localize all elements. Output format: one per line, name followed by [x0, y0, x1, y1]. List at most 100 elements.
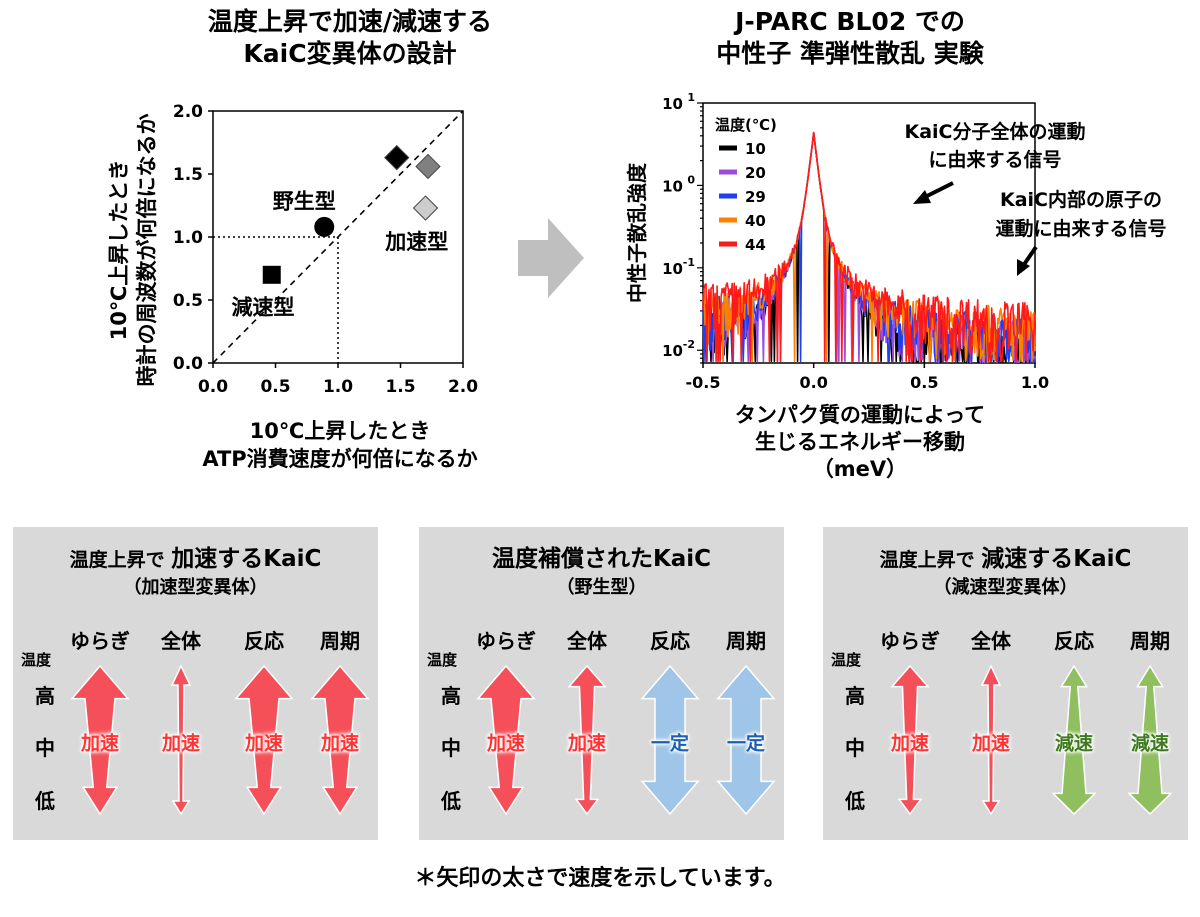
panel-title-pre: 温度上昇で — [69, 549, 172, 571]
y-tick-label: 10 — [662, 260, 683, 278]
panel-title-main: 温度補償されたKaiC — [491, 546, 712, 572]
column-header: ゆらぎ — [880, 629, 940, 653]
arrow-label: 一定 — [726, 732, 766, 755]
scatter-annotation: 加速型 — [384, 230, 448, 254]
spectrum-xlabel-line2: 生じるエネルギー移動 — [755, 430, 965, 454]
x-tick-label: 1.0 — [323, 377, 353, 397]
y-tick-label: 10 — [662, 342, 683, 360]
arrow-shape — [476, 665, 536, 815]
annotation-internal-motion: KaiC内部の原子の — [1000, 188, 1162, 211]
left-title-line2: KaiC変異体の設計 — [243, 39, 457, 68]
x-tick-label: 0.0 — [198, 377, 228, 397]
panel-title: 温度上昇で 減速するKaiC — [823, 539, 1188, 573]
temperature-label-high: 高 — [441, 684, 461, 708]
temperature-label-low: 低 — [845, 789, 865, 813]
y-tick-exponent: -2 — [683, 338, 695, 351]
arrow-label: 加速 — [567, 732, 607, 755]
scatter-point-circle — [314, 216, 335, 237]
temperature-label-header: 温度 — [21, 651, 52, 669]
temperature-label-low: 低 — [35, 789, 55, 813]
x-tick-label: -0.5 — [686, 373, 721, 392]
arrow-accelerate-icon — [567, 665, 607, 815]
temperature-label-header: 温度 — [831, 651, 862, 669]
column-header: 周期 — [1130, 629, 1170, 653]
right-title: J-PARC BL02 での 中性子 準弾性散乱 実験 — [640, 6, 1060, 70]
column-header: ゆらぎ — [70, 629, 130, 653]
arrow-accelerate-icon — [890, 665, 930, 815]
column-header: 周期 — [320, 629, 360, 653]
arrow-constant-icon — [640, 665, 700, 815]
right-title-line2: 中性子 準弾性散乱 実験 — [716, 39, 984, 68]
legend-label: 44 — [745, 236, 766, 254]
scatter-ylabel-line1: 10℃上昇したとき — [107, 159, 131, 341]
arrow-accelerate-icon — [980, 665, 1002, 815]
y-tick-exponent: -1 — [683, 256, 695, 269]
temperature-label-high: 高 — [845, 684, 865, 708]
arrow-accelerate-icon — [234, 665, 294, 815]
column-header: 周期 — [726, 629, 766, 653]
column-header: 反応 — [244, 629, 284, 653]
spectrum-xlabel-line3: （meV） — [812, 457, 908, 481]
scatter-ylabel-line2: 時計の周波数が何倍になるか — [135, 113, 159, 387]
arrow-label: 減速 — [1130, 732, 1170, 755]
scatter-ylabel: 10℃上昇したとき 時計の周波数が何倍になるか — [105, 100, 161, 400]
panel-title: 温度上昇で 加速するKaiC — [13, 539, 378, 573]
temperature-label-mid: 中 — [35, 736, 55, 760]
footnote: ＊矢印の太さで速度を示しています。 — [414, 866, 786, 891]
legend-label: 20 — [745, 164, 766, 182]
temperature-label-header: 温度 — [427, 651, 458, 669]
arrow-accelerate-icon — [70, 665, 130, 815]
arrow-decelerate-icon — [1052, 665, 1096, 815]
spectrum-series-line — [702, 131, 1036, 363]
annotation-whole-motion: に由来する信号 — [928, 148, 1061, 171]
scatter-xlabel: 10℃上昇したとき ATP消費速度が何倍になるか — [140, 417, 540, 473]
spectrum-xlabel: タンパク質の運動によって 生じるエネルギー移動 （meV） — [650, 402, 1070, 483]
arrow-shape — [716, 665, 776, 815]
y-tick-label: 1.0 — [173, 228, 203, 248]
arrow-label: 加速 — [971, 732, 1011, 755]
y-tick-exponent: 1 — [687, 91, 695, 104]
arrow-shape — [310, 665, 370, 815]
panel-subtitle: （加速型変異体） — [123, 577, 268, 598]
panel-wildtype: 温度補償されたKaiC （野生型） ゆらぎ 全体 反応 周期 温度高中低 加速 加速 一定 一定 — [419, 527, 784, 840]
arrow-accelerate-icon — [170, 665, 192, 815]
temperature-label-mid: 中 — [441, 736, 461, 760]
annotation-arrow — [1021, 245, 1038, 268]
panel-title: 温度補償されたKaiC — [419, 539, 784, 573]
scatter-point-diamond — [415, 153, 441, 180]
arrow-accelerate-icon — [310, 665, 370, 815]
arrow-label: 加速 — [890, 732, 930, 755]
arrow-accelerate-icon — [476, 665, 536, 815]
spectrum-xlabel-line1: タンパク質の運動によって — [734, 403, 986, 427]
annotation-arrowhead — [913, 190, 931, 204]
legend-title: 温度(℃) — [715, 116, 777, 134]
arrow-shape — [170, 665, 192, 815]
arrow-label: 一定 — [650, 732, 690, 755]
arrow-shape — [980, 665, 1002, 815]
temperature-label-low: 低 — [441, 789, 461, 813]
left-title-line1: 温度上昇で加速/減速する — [207, 7, 493, 36]
arrow-shape — [640, 665, 700, 815]
panel-title-pre: 温度上昇で — [879, 549, 982, 571]
left-title: 温度上昇で加速/減速する KaiC変異体の設計 — [130, 6, 570, 70]
scatter-annotation: 野生型 — [273, 189, 336, 213]
column-header: 全体 — [161, 629, 201, 653]
column-header: 反応 — [650, 629, 690, 653]
panel-title-main: 減速するKaiC — [981, 546, 1132, 572]
arrow-shape — [70, 665, 130, 815]
right-title-line1: J-PARC BL02 での — [735, 7, 965, 36]
scatter-point-diamond — [412, 195, 439, 221]
arrow-label: 加速 — [244, 732, 284, 755]
panel-title-main: 加速するKaiC — [171, 546, 322, 572]
arrow-label: 加速 — [320, 732, 360, 755]
panel-subtitle: （野生型） — [556, 577, 647, 598]
arrow-shape — [890, 665, 930, 815]
y-tick-label: 1.5 — [173, 165, 203, 185]
right-arrow-icon — [518, 218, 584, 298]
annotation-whole-motion: KaiC分子全体の運動 — [904, 120, 1085, 143]
scatter-xlabel-line1: 10℃上昇したとき — [249, 419, 431, 443]
arrow-label: 加速 — [80, 732, 120, 755]
annotation-internal-motion: 運動に由来する信号 — [995, 217, 1166, 240]
